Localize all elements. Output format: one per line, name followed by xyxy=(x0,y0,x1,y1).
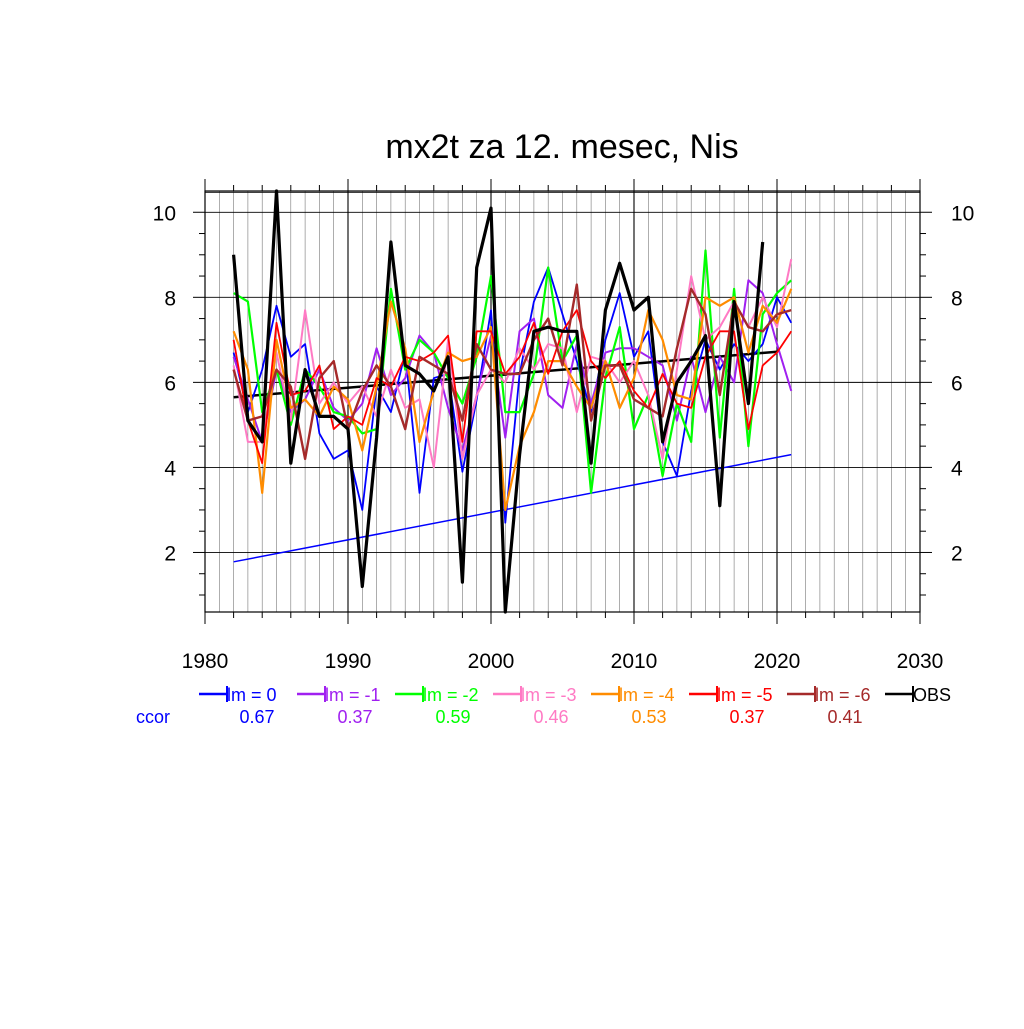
plot-frame xyxy=(204,190,921,613)
ccor-value: 0.53 xyxy=(631,707,666,727)
y-tick-label-left: 8 xyxy=(164,287,176,310)
ccor-value: 0.46 xyxy=(533,707,568,727)
x-tick-label: 2030 xyxy=(897,650,944,673)
series-line xyxy=(232,283,792,461)
axis-ticks: 1980 1990 2000 2010 2020 2030 2 2 4 4 6 6 8 8 10 10 xyxy=(153,179,974,673)
legend-label: lm = -4 xyxy=(619,685,675,705)
y-tick-label-right: 10 xyxy=(951,202,974,225)
y-tick-label-right: 8 xyxy=(951,287,963,310)
grid-lines xyxy=(205,191,920,612)
trend-line xyxy=(233,453,792,563)
chart-title: mx2t za 12. mesec, Nis xyxy=(385,128,738,166)
ccor-label: ccor xyxy=(136,707,170,727)
y-tick-label-right: 6 xyxy=(951,372,963,395)
series-line xyxy=(232,309,793,465)
x-tick-label: 1980 xyxy=(182,650,229,673)
legend-label: lm = -3 xyxy=(521,685,577,705)
legend-label: lm = -5 xyxy=(717,685,773,705)
series-line xyxy=(232,266,793,524)
series-line xyxy=(232,189,765,614)
x-tick-label: 2020 xyxy=(754,650,801,673)
legend-label: lm = -2 xyxy=(423,685,479,705)
y-tick-label-right: 4 xyxy=(951,457,963,480)
y-tick-label-left: 4 xyxy=(164,457,176,480)
series-layer xyxy=(232,189,793,614)
y-tick-label-left: 2 xyxy=(164,542,176,565)
legend-label: lm = -6 xyxy=(815,685,871,705)
ccor-value: 0.37 xyxy=(729,707,764,727)
x-tick-label: 2000 xyxy=(468,650,515,673)
ccor-value: 0.41 xyxy=(827,707,862,727)
x-tick-label: 1990 xyxy=(325,650,372,673)
y-tick-label-left: 6 xyxy=(164,372,176,395)
y-tick-label-right: 2 xyxy=(951,542,963,565)
ccor-value: 0.59 xyxy=(435,707,470,727)
x-tick-label: 2010 xyxy=(611,650,658,673)
ccor-value: 0.37 xyxy=(337,707,372,727)
legend-label: lm = 0 xyxy=(227,685,277,705)
legend-label: lm = -1 xyxy=(325,685,381,705)
y-tick-label-left: 10 xyxy=(153,202,176,225)
legend-label: OBS xyxy=(913,685,951,705)
ccor-value: 0.67 xyxy=(239,707,274,727)
